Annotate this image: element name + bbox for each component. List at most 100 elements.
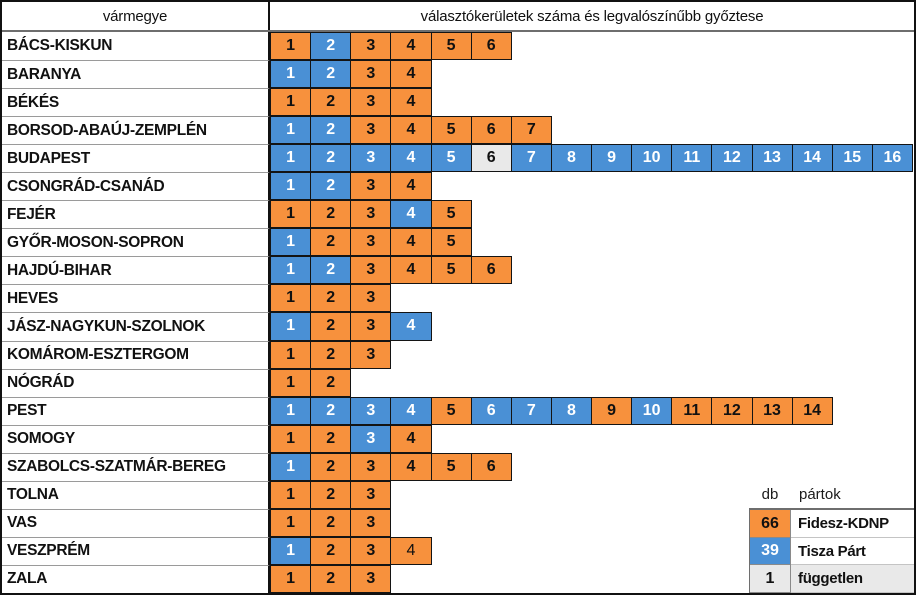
county-row: BORSOD-ABAÚJ-ZEMPLÉN 1 2 3 4 5 6 7: [2, 116, 914, 145]
district-cell: 3: [350, 228, 392, 257]
county-name: HEVES: [2, 284, 270, 313]
district-cell: 4: [390, 396, 432, 425]
district-cell: 12: [711, 144, 753, 173]
district-cell: 1: [270, 340, 312, 369]
district-cell: 1: [270, 536, 312, 565]
district-cell: 3: [350, 396, 392, 425]
district-cell: 1: [270, 564, 312, 593]
legend-header-row: db pártok: [749, 481, 914, 509]
district-cell: 4: [390, 536, 432, 565]
district-cell: 13: [751, 396, 793, 425]
district-cell: 2: [310, 508, 352, 537]
district-cell: 5: [430, 452, 472, 481]
district-cell: 1: [270, 480, 312, 509]
county-name: BÁCS-KISKUN: [2, 32, 270, 61]
county-row: HAJDÚ-BIHAR 1 2 3 4 5 6: [2, 256, 914, 285]
district-cell: 2: [310, 312, 352, 341]
county-name: NÓGRÁD: [2, 368, 270, 397]
county-name: GYŐR-MOSON-SOPRON: [2, 228, 270, 257]
district-cells: 1 2 3 4 5 6 7 8 9 10 11 12 13 14 15 16: [270, 144, 913, 173]
district-cell: 1: [270, 424, 312, 453]
district-cell: 2: [310, 228, 352, 257]
district-cell: 6: [470, 116, 512, 145]
district-cell: 16: [871, 144, 913, 173]
county-row: SZABOLCS-SZATMÁR-BEREG 1 2 3 4 5 6: [2, 452, 914, 481]
district-cell: 3: [350, 60, 392, 89]
legend-db-header: db: [761, 485, 779, 503]
county-row: BARANYA 1 2 3 4: [2, 60, 914, 89]
county-name: CSONGRÁD-CSANÁD: [2, 172, 270, 201]
district-cell: 1: [270, 256, 312, 285]
district-cell: 2: [310, 340, 352, 369]
district-cell: 9: [591, 144, 633, 173]
district-cell: 1: [270, 172, 312, 201]
district-cell: 1: [270, 144, 312, 173]
legend-count-cell: 1: [750, 565, 791, 593]
county-row: ZALA 1 2 3: [2, 564, 914, 593]
county-name: FEJÉR: [2, 200, 270, 229]
district-cell: 3: [350, 312, 392, 341]
county-name: VAS: [2, 508, 270, 537]
legend-entry: 66 Fidesz-KDNP: [750, 510, 914, 538]
district-cell: 5: [430, 396, 472, 425]
district-cell: 1: [270, 284, 312, 313]
district-cell: 6: [470, 396, 512, 425]
county-row: JÁSZ-NAGYKUN-SZOLNOK 1 2 3 4: [2, 312, 914, 341]
district-cell: 3: [350, 256, 392, 285]
county-column-header: vármegye: [2, 2, 270, 30]
county-name: BARANYA: [2, 60, 270, 89]
district-cell: 11: [671, 396, 713, 425]
county-name: KOMÁROM-ESZTERGOM: [2, 340, 270, 369]
legend-party-label: független: [791, 565, 914, 593]
county-row: SOMOGY 1 2 3 4: [2, 424, 914, 453]
district-cell: 3: [350, 508, 392, 537]
district-cell: 2: [310, 256, 352, 285]
district-cell: 2: [310, 32, 352, 61]
district-cell: 1: [270, 228, 312, 257]
district-cell: 6: [470, 452, 512, 481]
legend-count-cell: 39: [750, 537, 791, 566]
district-cell: 4: [390, 256, 432, 285]
district-cell: 3: [350, 564, 392, 593]
county-row: GYŐR-MOSON-SOPRON 1 2 3 4 5: [2, 228, 914, 257]
legend: db pártok 66 Fidesz-KDNP 39 Tisza Párt 1…: [749, 481, 914, 593]
district-cell: 4: [390, 144, 432, 173]
district-cell: 4: [390, 60, 432, 89]
table-body: BÁCS-KISKUN 1 2 3 4 5 6 BARANYA 1 2 3 4 BÉKÉS 1 2 3 4 BOR…: [2, 32, 914, 593]
district-cell: 3: [350, 32, 392, 61]
district-cell: 5: [430, 228, 472, 257]
district-cell: 4: [390, 424, 432, 453]
legend-block: 66 Fidesz-KDNP 39 Tisza Párt 1 független: [749, 508, 914, 593]
county-row: NÓGRÁD 1 2: [2, 368, 914, 397]
county-row: FEJÉR 1 2 3 4 5: [2, 200, 914, 229]
county-name: BUDAPEST: [2, 144, 270, 173]
district-cell: 3: [350, 340, 392, 369]
district-cell: 4: [390, 200, 432, 229]
district-cell: 4: [390, 452, 432, 481]
legend-partok-header: pártok: [799, 485, 841, 503]
district-cell: 2: [310, 452, 352, 481]
county-name: BÉKÉS: [2, 88, 270, 117]
district-cell: 7: [510, 144, 552, 173]
district-cell: 8: [550, 144, 592, 173]
district-cell: 4: [390, 172, 432, 201]
district-cell: 1: [270, 396, 312, 425]
district-cell: 3: [350, 424, 392, 453]
district-cell: 2: [310, 88, 352, 117]
county-row: BÉKÉS 1 2 3 4: [2, 88, 914, 117]
district-cell: 2: [310, 172, 352, 201]
district-cell: 11: [671, 144, 713, 173]
district-cell: 13: [751, 144, 793, 173]
district-cell: 1: [270, 312, 312, 341]
district-cell: 9: [591, 396, 633, 425]
